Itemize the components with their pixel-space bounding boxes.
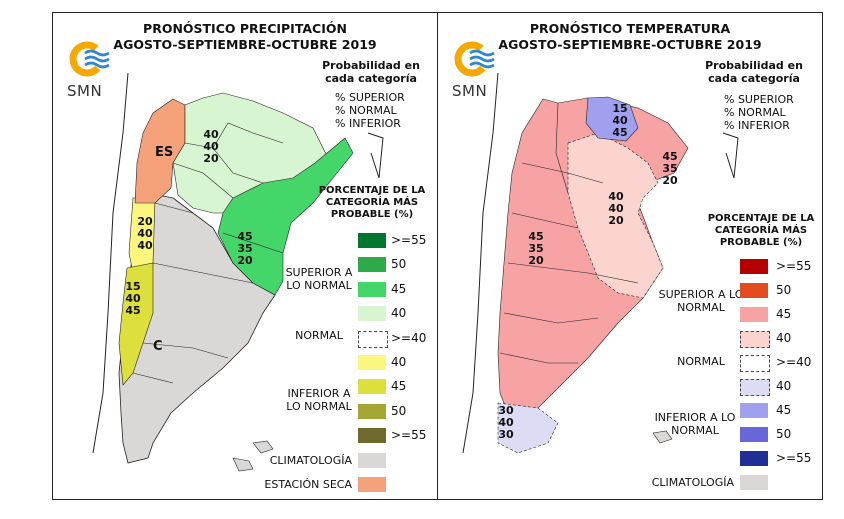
map-prob-northeast: 45 35 20 — [662, 150, 678, 187]
legend-swatch-label: 40 — [391, 355, 407, 369]
region-superior-45 — [217, 137, 354, 296]
legend-group-inferior: INFERIOR A LO NORMAL — [654, 411, 736, 437]
precipitation-forecast-panel: PRONÓSTICO PRECIPITACIÓN AGOSTO-SEPTIEMB… — [52, 12, 438, 500]
legend-swatch-label: 45 — [776, 403, 792, 417]
legend-swatch-label: 45 — [391, 379, 407, 394]
legend-swatch — [358, 403, 386, 419]
legend-swatch — [358, 428, 386, 444]
map-prob-west1: 20 40 40 — [137, 215, 153, 252]
logo-text: SMN — [452, 82, 488, 100]
legend-swatch — [740, 283, 768, 298]
legend-swatch — [740, 307, 768, 322]
smn-logo: SMN — [65, 39, 115, 100]
logo-text: SMN — [67, 82, 103, 100]
legend-swatch — [358, 306, 386, 322]
legend-swatch — [740, 427, 768, 442]
legend-swatch — [358, 477, 386, 492]
legend-swatch — [358, 379, 386, 395]
argentina-precipitation-map — [92, 72, 384, 472]
legend-group-superior: SUPERIOR A LO NORMAL — [658, 288, 744, 314]
probability-title: Probabilidad en cada categoría — [322, 59, 420, 85]
legend-swatch-label: >=55 — [776, 451, 812, 465]
legend-group-normal: NORMAL — [677, 355, 725, 368]
smn-logo-icon — [69, 41, 110, 77]
legend-group-superior: SUPERIOR A LO NORMAL — [285, 266, 353, 292]
legend-group-inferior: INFERIOR A LO NORMAL — [286, 387, 352, 413]
map-prob-west: 45 35 20 — [528, 230, 544, 267]
map-label-climatology: C — [153, 339, 163, 354]
legend-swatch-label: 40 — [776, 331, 792, 345]
map-prob-west2: 15 40 45 — [125, 280, 141, 317]
prob-normal: % NORMAL — [335, 104, 397, 117]
legend-swatch-label: >=55 — [391, 233, 427, 247]
probability-title: Probabilidad en cada categoría — [705, 59, 803, 85]
legend-swatch-label: 40 — [776, 379, 792, 393]
legend-swatch-label: 50 — [776, 283, 792, 297]
map-prob-south: 30 40 30 — [498, 404, 514, 441]
legend-swatch — [740, 403, 768, 418]
legend-title: PORCENTAJE DE LA CATEGORÍA MÁS PROBABLE … — [318, 185, 426, 220]
prob-superior: % SUPERIOR — [724, 93, 794, 106]
prob-inferior: % INFERIOR — [724, 119, 790, 132]
legend-group-normal: NORMAL — [295, 329, 343, 342]
legend-swatch-label: >=55 — [391, 428, 427, 443]
panel-subtitle: AGOSTO-SEPTIEMBRE-OCTUBRE 2019 — [498, 37, 762, 52]
smn-logo: SMN — [450, 39, 500, 100]
region-inferior-45 — [585, 96, 639, 142]
region-superior-40 — [567, 132, 664, 299]
smn-logo-icon — [454, 41, 495, 77]
legend-swatch-label: 40 — [391, 306, 407, 321]
legend-swatch-label: >=55 — [776, 259, 812, 273]
legend-swatch — [740, 259, 768, 274]
legend-swatch-label: 50 — [776, 427, 792, 441]
temperature-forecast-panel: PRONÓSTICO TEMPERATURA AGOSTO-SEPTIEMBRE… — [437, 12, 823, 500]
legend-swatch-label: 45 — [776, 307, 792, 321]
prob-superior: % SUPERIOR — [335, 91, 405, 104]
legend-swatch-label: CLIMATOLOGÍA — [651, 476, 734, 489]
panel-subtitle: AGOSTO-SEPTIEMBRE-OCTUBRE 2019 — [113, 37, 377, 52]
map-prob-north: 40 40 20 — [203, 128, 219, 165]
legend-swatch-label: >=40 — [391, 330, 427, 345]
legend-swatch — [358, 233, 386, 248]
map-prob-east: 45 35 20 — [237, 230, 253, 267]
legend-swatch — [358, 257, 386, 273]
legend-swatch — [740, 331, 770, 348]
legend-swatch-label: ESTACIÓN SECA — [264, 478, 352, 491]
legend-swatch — [358, 452, 386, 468]
panel-title: PRONÓSTICO PRECIPITACIÓN — [143, 21, 347, 36]
legend-swatch — [358, 330, 388, 348]
legend-swatch — [740, 475, 768, 490]
panel-title: PRONÓSTICO TEMPERATURA — [529, 21, 731, 36]
legend-swatch-label: 45 — [391, 281, 407, 296]
prob-normal: % NORMAL — [724, 106, 786, 119]
region-inferior-40 — [497, 402, 559, 454]
map-prob-north: 15 40 45 — [612, 102, 628, 139]
legend-swatch-label: 50 — [391, 257, 407, 272]
argentina-temperature-map — [462, 72, 739, 454]
legend-swatch — [358, 281, 386, 297]
map-prob-center: 40 40 20 — [608, 190, 624, 227]
legend-title: PORCENTAJE DE LA CATEGORÍA MÁS PROBABLE … — [707, 213, 815, 248]
legend-swatch-label: CLIMATOLOGÍA — [269, 453, 352, 467]
legend-swatch — [358, 355, 386, 370]
legend-swatch — [740, 451, 768, 466]
legend-swatch — [740, 379, 770, 396]
legend-swatch — [740, 355, 770, 372]
prob-inferior: % INFERIOR — [335, 117, 401, 130]
legend-swatch-label: >=40 — [776, 355, 812, 369]
map-label-dry-season: ES — [155, 145, 174, 160]
legend-swatch-label: 50 — [391, 403, 407, 418]
